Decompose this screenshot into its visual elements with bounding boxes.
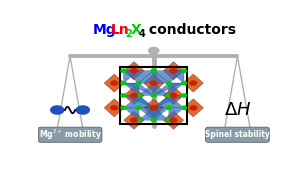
Polygon shape: [124, 86, 144, 105]
Polygon shape: [104, 74, 124, 92]
Polygon shape: [124, 71, 154, 83]
Text: X: X: [130, 23, 141, 37]
Circle shape: [190, 106, 196, 110]
Polygon shape: [169, 83, 184, 95]
Polygon shape: [183, 99, 203, 117]
Circle shape: [151, 119, 156, 122]
Circle shape: [136, 106, 141, 109]
Polygon shape: [124, 95, 154, 108]
Circle shape: [190, 81, 196, 85]
Text: $\Delta H$: $\Delta H$: [224, 101, 251, 119]
Circle shape: [111, 106, 118, 110]
Circle shape: [166, 119, 171, 122]
Circle shape: [131, 118, 137, 122]
Text: Ln: Ln: [111, 23, 129, 37]
Circle shape: [170, 93, 177, 98]
Circle shape: [151, 81, 156, 85]
Circle shape: [148, 47, 159, 54]
Circle shape: [182, 69, 187, 72]
Polygon shape: [169, 108, 184, 120]
Circle shape: [151, 69, 156, 72]
Text: Spinel stability: Spinel stability: [205, 130, 270, 139]
Text: conductors: conductors: [144, 23, 236, 37]
Polygon shape: [139, 71, 169, 83]
Polygon shape: [124, 62, 144, 80]
Polygon shape: [124, 83, 154, 95]
Polygon shape: [154, 95, 184, 108]
Circle shape: [121, 106, 126, 109]
Circle shape: [136, 81, 141, 85]
Circle shape: [166, 94, 171, 97]
Polygon shape: [164, 86, 184, 105]
Circle shape: [121, 81, 126, 85]
Circle shape: [136, 119, 141, 122]
Circle shape: [170, 69, 177, 73]
Text: 2: 2: [125, 29, 132, 39]
Circle shape: [182, 94, 187, 97]
Circle shape: [136, 94, 141, 97]
Polygon shape: [154, 71, 184, 83]
Circle shape: [166, 106, 171, 109]
FancyBboxPatch shape: [206, 127, 269, 142]
Polygon shape: [164, 62, 184, 80]
Polygon shape: [139, 108, 169, 120]
Polygon shape: [124, 83, 139, 95]
Circle shape: [182, 81, 187, 85]
Circle shape: [170, 118, 177, 122]
Circle shape: [121, 94, 126, 97]
Circle shape: [111, 81, 118, 85]
Polygon shape: [124, 71, 139, 83]
Text: Mg$^{2+}$ mobility: Mg$^{2+}$ mobility: [39, 128, 101, 142]
Polygon shape: [144, 74, 164, 92]
Polygon shape: [154, 83, 184, 95]
Polygon shape: [124, 111, 144, 129]
Polygon shape: [183, 74, 203, 92]
Circle shape: [182, 106, 187, 109]
Polygon shape: [154, 95, 184, 108]
Polygon shape: [164, 111, 184, 129]
Polygon shape: [139, 83, 169, 95]
Circle shape: [166, 81, 171, 85]
Bar: [120, 67, 188, 124]
Circle shape: [121, 69, 126, 72]
Polygon shape: [139, 108, 169, 120]
Circle shape: [76, 106, 89, 114]
Polygon shape: [144, 99, 164, 117]
Circle shape: [51, 106, 64, 114]
Circle shape: [151, 106, 156, 109]
Text: Mg: Mg: [92, 23, 116, 37]
Circle shape: [151, 94, 156, 97]
Polygon shape: [169, 71, 184, 83]
Circle shape: [131, 69, 137, 73]
Circle shape: [131, 93, 137, 98]
Text: 4: 4: [139, 29, 145, 39]
Polygon shape: [124, 108, 139, 120]
Circle shape: [151, 81, 157, 85]
Polygon shape: [124, 95, 154, 108]
Polygon shape: [104, 99, 124, 117]
Circle shape: [151, 106, 157, 110]
FancyBboxPatch shape: [38, 127, 102, 142]
